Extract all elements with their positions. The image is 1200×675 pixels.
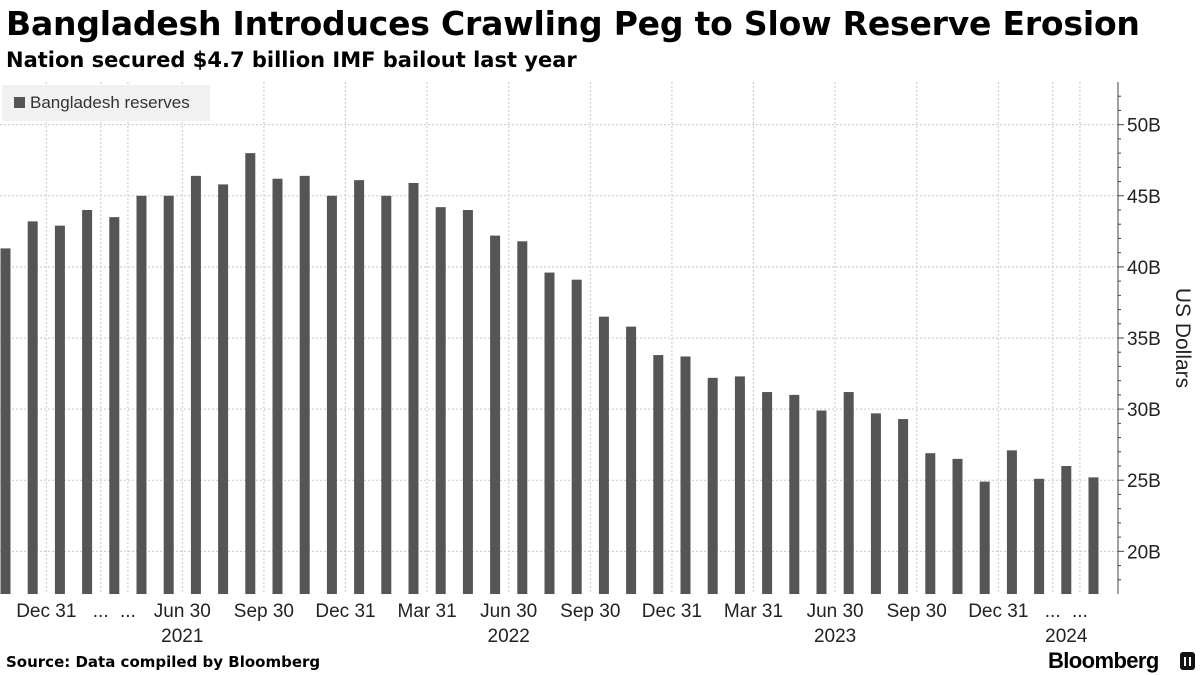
bar xyxy=(653,355,664,594)
x-tick-label: Dec 31 xyxy=(968,601,1028,622)
bar xyxy=(1088,477,1099,594)
bloomberg-logo: Bloomberg xyxy=(1048,648,1159,673)
bar xyxy=(326,195,337,594)
x-tick-label: Mar 31 xyxy=(398,601,457,622)
bar xyxy=(1034,478,1045,594)
bar xyxy=(952,458,963,594)
bar-chart: 20B 25B 30B 35B 40B 45B 50B Dec 31...... Jun 30 S… xyxy=(0,82,1161,647)
x-year-label: 2024 xyxy=(1045,626,1088,647)
legend-label: Bangladesh reserves xyxy=(30,93,190,112)
bar xyxy=(54,225,65,594)
x-tick-label: Sep 30 xyxy=(887,601,947,622)
bar xyxy=(109,217,120,594)
x-year-label: 2022 xyxy=(488,626,530,647)
x-tick-label: Dec 31 xyxy=(642,601,702,622)
bar xyxy=(571,279,582,594)
bar xyxy=(898,419,909,594)
bloomberg-terminal-icon xyxy=(1180,652,1195,670)
x-tick-label: Jun 30 xyxy=(154,601,211,622)
bar xyxy=(843,392,854,594)
bar xyxy=(544,272,555,594)
bar xyxy=(218,184,229,594)
bar xyxy=(517,241,528,595)
bar xyxy=(598,316,609,594)
bar xyxy=(762,392,773,594)
bar xyxy=(1006,450,1017,594)
x-tick-label: Mar 31 xyxy=(724,601,783,622)
bar xyxy=(870,413,881,594)
bar xyxy=(979,481,990,594)
bar xyxy=(680,356,691,594)
source-note: Source: Data compiled by Bloomberg xyxy=(6,653,321,671)
bar xyxy=(626,326,637,594)
y-tick-label: 40B xyxy=(1127,258,1161,279)
x-tick-label: Dec 31 xyxy=(315,601,375,622)
bar xyxy=(272,178,283,594)
bar xyxy=(707,377,718,594)
bar xyxy=(1061,466,1072,594)
bar xyxy=(816,410,827,594)
x-tick-label: ... xyxy=(93,601,109,622)
chart-subtitle: Nation secured $4.7 billion IMF bailout … xyxy=(6,48,577,72)
bar xyxy=(408,182,419,594)
bar xyxy=(354,180,365,594)
bar xyxy=(925,453,936,594)
chart-legend: Bangladesh reserves xyxy=(2,85,210,121)
bar xyxy=(0,248,11,594)
x-tick-label: Sep 30 xyxy=(560,601,620,622)
y-tick-label: 25B xyxy=(1127,471,1161,492)
x-tick-label: ... xyxy=(1072,601,1088,622)
legend-swatch xyxy=(14,97,25,108)
bar xyxy=(789,394,800,594)
x-year-label: 2021 xyxy=(161,626,203,647)
y-tick-label: 50B xyxy=(1127,116,1161,137)
bar xyxy=(163,195,174,594)
x-tick-label: Jun 30 xyxy=(807,601,864,622)
bar xyxy=(490,235,501,594)
bar xyxy=(381,195,392,594)
x-tick-label: Sep 30 xyxy=(234,601,294,622)
bar xyxy=(27,221,38,594)
bar xyxy=(82,210,93,594)
y-tick-label: 30B xyxy=(1127,400,1161,421)
x-tick-label: Jun 30 xyxy=(480,601,537,622)
y-tick-label: 20B xyxy=(1127,542,1161,563)
bar xyxy=(136,195,147,594)
x-tick-label: Dec 31 xyxy=(16,601,76,622)
bar xyxy=(435,207,446,594)
bar xyxy=(245,153,256,594)
x-tick-label: ... xyxy=(1045,601,1061,622)
bar xyxy=(190,175,201,594)
y-axis-label: US Dollars xyxy=(1171,287,1194,389)
x-tick-label: ... xyxy=(120,601,136,622)
bar xyxy=(462,210,473,594)
x-year-label: 2023 xyxy=(814,626,856,647)
bar xyxy=(299,175,310,594)
y-tick-label: 35B xyxy=(1127,329,1161,350)
chart-title: Bangladesh Introduces Crawling Peg to Sl… xyxy=(6,4,1140,43)
bar xyxy=(734,376,745,594)
y-tick-label: 45B xyxy=(1127,187,1161,208)
